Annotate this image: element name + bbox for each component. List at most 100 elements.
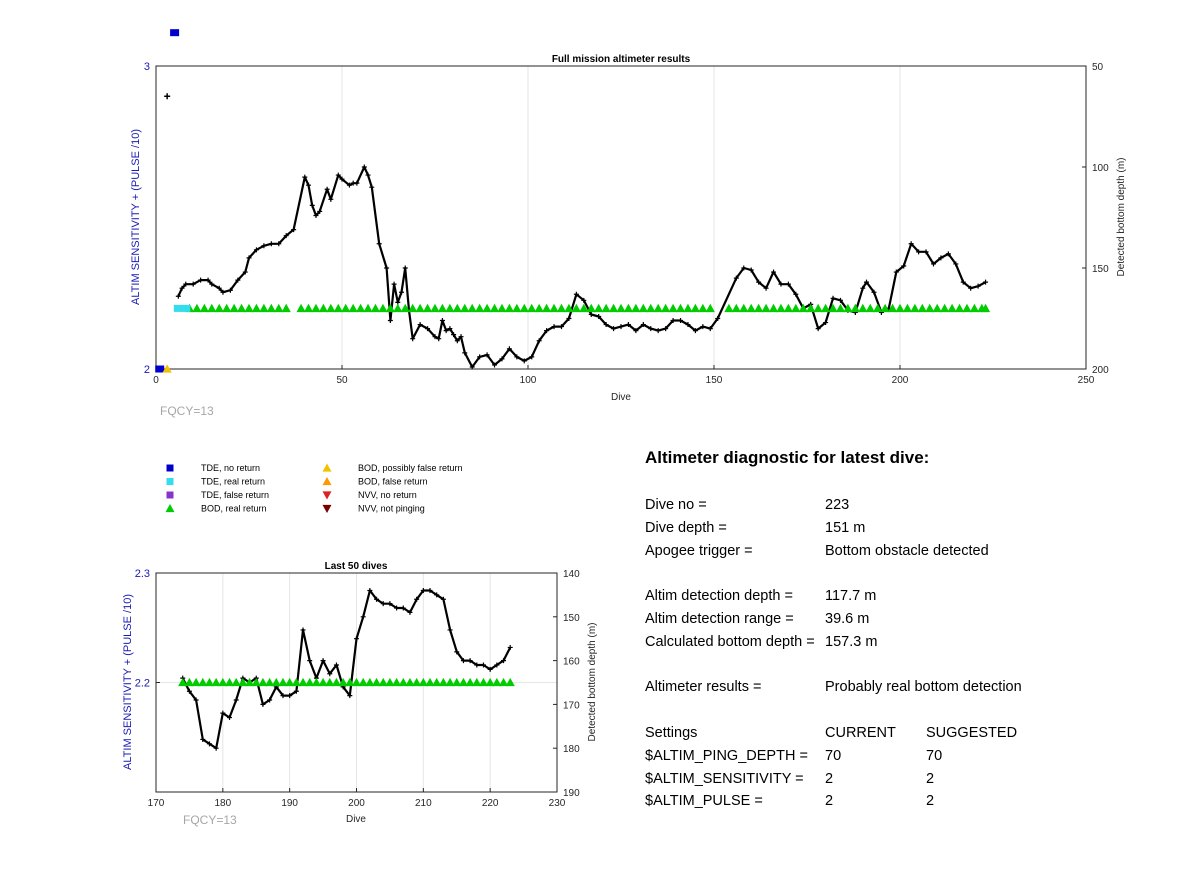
depth-point xyxy=(283,233,289,239)
depth-point xyxy=(640,322,646,328)
depth-point xyxy=(206,741,212,747)
bod-real-return-marker xyxy=(412,677,422,687)
bod-real-return-marker xyxy=(813,303,823,313)
depth-point xyxy=(317,208,323,214)
bod-real-return-marker xyxy=(333,303,343,313)
bod-real-return-marker xyxy=(224,677,235,687)
depth-point xyxy=(566,316,572,321)
depth-point xyxy=(447,326,453,332)
depth-point xyxy=(198,277,204,283)
depth-point xyxy=(544,328,550,334)
y-tick-label-right: 200 xyxy=(1092,365,1109,376)
detection-depth-value: 117.7 m xyxy=(825,588,877,605)
y-tick-label-right: 170 xyxy=(563,700,580,711)
depth-point xyxy=(860,285,866,291)
legend-item: NVV, no return xyxy=(322,490,417,500)
y-tick-label-left: 2 xyxy=(144,364,150,376)
bod-real-return-marker xyxy=(895,303,905,313)
bod-real-return-marker xyxy=(661,303,671,313)
depth-point xyxy=(492,362,498,368)
depth-point xyxy=(425,326,431,332)
depth-point xyxy=(432,334,438,340)
depth-point xyxy=(487,666,493,672)
bod-real-return-marker xyxy=(318,677,328,687)
bod-real-return-marker xyxy=(422,303,433,313)
bod-real-return-marker xyxy=(527,303,537,313)
settings-label: Settings xyxy=(645,724,698,741)
sensitivity-current: 2 xyxy=(825,770,834,787)
depth-point xyxy=(384,265,390,271)
legend-label: NVV, not pinging xyxy=(358,504,425,514)
dive-depth-row: Dive depth = 151 m xyxy=(645,517,1165,540)
depth-point xyxy=(399,289,405,295)
bod-real-return-marker xyxy=(345,677,355,687)
depth-point xyxy=(402,265,408,271)
legend-label: TDE, false return xyxy=(201,490,269,500)
dive-no-row: Dive no = 223 xyxy=(645,494,1165,517)
depth-point xyxy=(313,212,319,218)
bod-real-return-marker xyxy=(472,677,482,687)
bod-real-return-marker xyxy=(653,303,663,313)
bod-real-return-marker xyxy=(432,677,442,687)
bod-real-return-marker xyxy=(887,303,898,313)
bod-real-return-marker xyxy=(776,303,786,313)
bod-real-return-marker xyxy=(556,303,567,313)
bod-real-return-marker xyxy=(218,677,228,687)
legend-label: BOD, false return xyxy=(358,477,428,487)
depth-point xyxy=(458,334,464,340)
bod-real-return-marker xyxy=(338,677,348,687)
current-header: CURRENT xyxy=(825,724,896,741)
sensitivity-row: $ALTIM_SENSITIVITY = 2 2 xyxy=(645,768,1165,791)
depth-point xyxy=(514,354,520,360)
detection-depth-row: Altim detection depth = 117.7 m xyxy=(645,585,1165,608)
depth-point xyxy=(374,596,380,602)
legend-triangle-down-icon xyxy=(322,504,332,513)
depth-point xyxy=(938,255,944,261)
legend: TDE, no return TDE, real return TDE, false… xyxy=(165,463,463,514)
bod-real-return-marker xyxy=(278,677,288,687)
bod-real-return-marker xyxy=(356,303,366,313)
bod-real-return-marker xyxy=(296,303,306,313)
bod-real-return-marker xyxy=(331,677,342,687)
depth-point xyxy=(302,174,308,180)
depth-point xyxy=(216,285,222,291)
depth-point xyxy=(387,601,393,607)
depth-point xyxy=(901,263,907,269)
bottom-y-ticks-right: 140 150 160 170 180 190 xyxy=(553,569,580,799)
bod-real-return-marker xyxy=(291,677,301,687)
bod-real-return-marker xyxy=(902,303,913,313)
bottom-x-axis-label: Dive xyxy=(346,814,366,825)
depth-point xyxy=(756,279,762,285)
top-y-ticks-left: 23 xyxy=(144,61,160,376)
depth-point xyxy=(242,269,248,275)
depth-point xyxy=(916,249,922,255)
bod-real-return-marker xyxy=(940,303,950,313)
bod-real-return-marker xyxy=(392,677,402,687)
depth-point xyxy=(823,320,829,326)
x-tick-label: 0 xyxy=(153,375,159,386)
bod-real-return-marker xyxy=(445,677,455,687)
bod-real-return-marker xyxy=(638,303,648,313)
bod-real-return-marker xyxy=(497,303,507,313)
settings-header-row: Settings CURRENT SUGGESTED xyxy=(645,722,1165,745)
apogee-trigger-label: Apogee trigger = xyxy=(645,542,753,559)
bod-real-return-marker xyxy=(405,677,415,687)
bod-real-return-marker xyxy=(192,303,202,313)
bod-real-return-marker xyxy=(534,303,544,313)
depth-point xyxy=(454,338,460,344)
bod-real-return-marker xyxy=(542,303,552,313)
top-y-axis-label-right: Detected bottom depth (m) xyxy=(1116,158,1127,277)
depth-point xyxy=(380,601,386,607)
depth-point xyxy=(268,241,274,247)
bottom-x-ticks: 170 180 190 200 210 220 230 xyxy=(148,788,566,809)
bod-real-return-marker xyxy=(184,677,195,687)
bod-real-return-marker xyxy=(229,303,239,313)
top-x-ticks: 0 50 100 150 200 250 xyxy=(153,365,1095,386)
y-tick-label-right: 190 xyxy=(563,788,580,799)
bod-real-return-marker xyxy=(698,303,708,313)
depth-point xyxy=(417,322,423,328)
depth-point xyxy=(400,605,406,611)
legend-item: NVV, not pinging xyxy=(322,504,425,514)
depth-point xyxy=(460,658,466,664)
